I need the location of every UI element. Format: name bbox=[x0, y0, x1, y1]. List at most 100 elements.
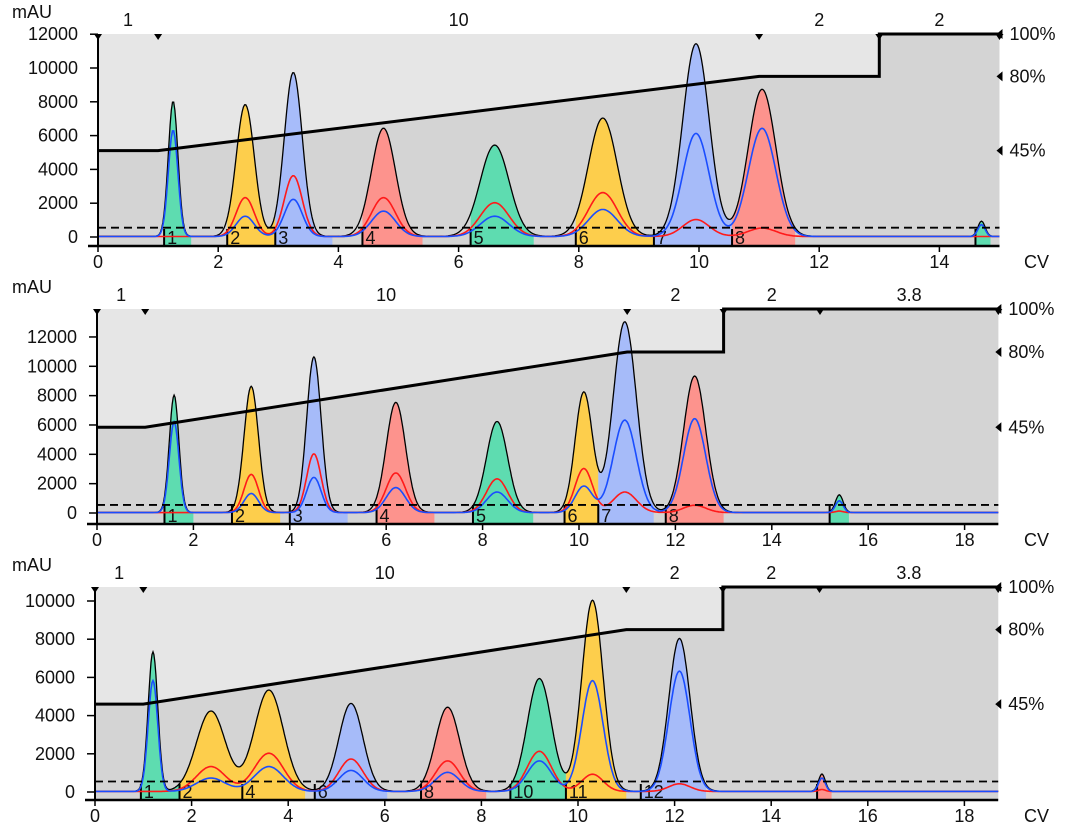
segment-marker bbox=[623, 309, 632, 315]
y-axis-label: mAU bbox=[12, 277, 52, 297]
x-tick-label: 16 bbox=[858, 806, 878, 826]
x-tick-label: 4 bbox=[333, 252, 343, 272]
fraction-label: 7 bbox=[601, 506, 611, 526]
segment-label: 2 bbox=[766, 563, 776, 583]
fraction-label: 7 bbox=[657, 228, 667, 248]
segment-label: 10 bbox=[376, 285, 396, 305]
right-axis-label: 100% bbox=[1010, 24, 1056, 44]
y-tick-label: 6000 bbox=[38, 126, 78, 146]
x-tick-label: 4 bbox=[283, 806, 293, 826]
y-tick-label: 6000 bbox=[35, 667, 75, 687]
fraction-label: 8 bbox=[735, 228, 745, 248]
fraction-fill-unlabeled bbox=[817, 774, 832, 800]
right-axis-label: 80% bbox=[1008, 620, 1044, 640]
x-tick-label: 16 bbox=[858, 530, 878, 550]
x-tick-label: 14 bbox=[929, 252, 949, 272]
segment-marker bbox=[622, 587, 631, 593]
fraction-fill-unlabeled bbox=[829, 494, 849, 524]
right-axis-label: 45% bbox=[1010, 141, 1046, 161]
y-tick-label: 12000 bbox=[27, 327, 77, 347]
y-tick-label: 12000 bbox=[28, 24, 78, 44]
segment-marker bbox=[815, 587, 824, 593]
segment-label: 2 bbox=[670, 285, 680, 305]
x-tick-label: 0 bbox=[90, 806, 100, 826]
x-tick-label: 0 bbox=[93, 252, 103, 272]
y-tick-label: 0 bbox=[67, 503, 77, 523]
y-tick-label: 10000 bbox=[28, 58, 78, 78]
fraction-fill-8 bbox=[665, 375, 724, 524]
segment-marker bbox=[93, 309, 101, 315]
fraction-label: 2 bbox=[183, 782, 193, 802]
fraction-fill-7 bbox=[653, 43, 733, 246]
fraction-fill-11 bbox=[565, 600, 627, 800]
blue-trace bbox=[98, 127, 1000, 238]
right-axis-marker bbox=[995, 699, 1002, 710]
fraction-fill-6 bbox=[314, 703, 388, 800]
fraction-label: 1 bbox=[167, 506, 177, 526]
segment-marker bbox=[994, 587, 1003, 593]
segment-marker bbox=[154, 34, 163, 40]
x-axis-label: CV bbox=[1024, 252, 1049, 272]
x-tick-label: 10 bbox=[569, 530, 589, 550]
fraction-label: 4 bbox=[380, 506, 390, 526]
x-axis-label: CV bbox=[1024, 530, 1049, 550]
segment-label: 3.8 bbox=[897, 285, 922, 305]
fraction-label: 6 bbox=[568, 506, 578, 526]
fraction-label: 1 bbox=[167, 228, 177, 248]
fraction-label: 3 bbox=[278, 228, 288, 248]
y-tick-label: 0 bbox=[68, 227, 78, 247]
segment-label: 10 bbox=[449, 10, 469, 30]
x-tick-label: 6 bbox=[454, 252, 464, 272]
x-tick-label: 2 bbox=[187, 806, 197, 826]
x-tick-label: 8 bbox=[476, 806, 486, 826]
segment-label: 3.8 bbox=[896, 563, 921, 583]
fraction-fill-12 bbox=[640, 638, 706, 800]
right-axis-label: 100% bbox=[1008, 299, 1054, 319]
right-axis-marker bbox=[995, 422, 1002, 433]
segment-label: 2 bbox=[670, 563, 680, 583]
y-tick-label: 4000 bbox=[35, 706, 75, 726]
fraction-label: 3 bbox=[293, 506, 303, 526]
x-tick-label: 18 bbox=[954, 806, 974, 826]
x-tick-label: 6 bbox=[381, 530, 391, 550]
segment-marker bbox=[816, 309, 824, 315]
right-axis-label: 80% bbox=[1010, 66, 1046, 86]
y-tick-label: 2000 bbox=[35, 744, 75, 764]
gradient-area bbox=[95, 587, 999, 800]
right-axis-label: 100% bbox=[1008, 577, 1054, 597]
right-axis-label: 45% bbox=[1008, 694, 1044, 714]
segment-label: 2 bbox=[814, 10, 824, 30]
y-tick-label: 2000 bbox=[37, 474, 77, 494]
fraction-label: 12 bbox=[644, 782, 664, 802]
y-tick-label: 4000 bbox=[38, 159, 78, 179]
y-tick-label: 8000 bbox=[35, 629, 75, 649]
y-tick-label: 8000 bbox=[37, 386, 77, 406]
x-tick-label: 18 bbox=[955, 530, 975, 550]
fraction-label: 2 bbox=[230, 228, 240, 248]
fraction-label: 8 bbox=[669, 506, 679, 526]
segment-label: 2 bbox=[767, 285, 777, 305]
x-axis-label: CV bbox=[1024, 806, 1049, 826]
x-tick-label: 8 bbox=[574, 252, 584, 272]
right-axis-marker bbox=[995, 624, 1002, 635]
fraction-label: 5 bbox=[476, 506, 486, 526]
x-tick-label: 6 bbox=[380, 806, 390, 826]
right-axis-label: 80% bbox=[1008, 342, 1044, 362]
y-tick-label: 10000 bbox=[27, 356, 77, 376]
fraction-label: 10 bbox=[513, 782, 533, 802]
segment-label: 1 bbox=[123, 10, 133, 30]
y-tick-label: 0 bbox=[65, 782, 75, 802]
x-tick-label: 14 bbox=[762, 530, 782, 550]
segment-marker bbox=[94, 34, 102, 40]
fraction-fill-3 bbox=[289, 356, 348, 524]
fraction-label: 6 bbox=[579, 228, 589, 248]
fraction-label: 2 bbox=[235, 506, 245, 526]
right-axis-marker bbox=[996, 145, 1003, 156]
x-tick-label: 12 bbox=[665, 806, 685, 826]
segment-marker bbox=[995, 34, 1004, 40]
segment-marker bbox=[719, 309, 728, 315]
x-tick-label: 12 bbox=[665, 530, 685, 550]
